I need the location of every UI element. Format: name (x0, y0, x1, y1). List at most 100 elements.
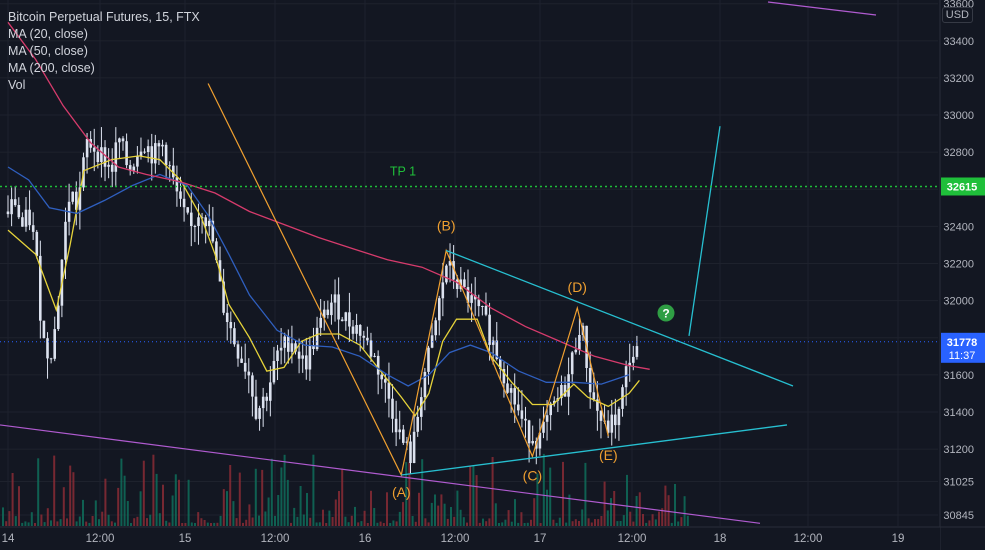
wave-label-e: (E) (599, 447, 618, 463)
candle-body (599, 410, 603, 421)
price-tick-label: 33600 (943, 0, 974, 11)
volume-bar (427, 522, 430, 526)
candle-body (211, 220, 215, 242)
candle-body (24, 209, 28, 227)
candle-body (499, 359, 502, 370)
volume-bar (677, 521, 680, 526)
volume-bar (216, 522, 219, 526)
volume-bar (635, 496, 638, 526)
candle-body (491, 340, 495, 345)
volume-bar (571, 521, 574, 526)
ma20-line (7, 155, 640, 417)
candle-body (560, 385, 563, 399)
volume-bar (680, 517, 683, 526)
candle-body (272, 361, 276, 383)
candle-body (387, 382, 391, 399)
candle-body (143, 151, 146, 153)
volume-bar (104, 478, 107, 526)
candle-body (344, 312, 348, 322)
candle-body (531, 441, 534, 444)
legend-ma50[interactable]: MA (50, close) (8, 44, 88, 58)
candle-body (21, 217, 24, 227)
volume-bar (338, 491, 340, 526)
symbol-title: Bitcoin Perpetual Futures, 15, FTX (8, 10, 200, 24)
volume-bar (398, 511, 401, 526)
candle-body (132, 166, 136, 171)
candle-body (301, 355, 304, 359)
candle-body (279, 347, 283, 351)
legend-ma20[interactable]: MA (20, close) (8, 27, 88, 41)
candle-body (118, 138, 121, 143)
candle-body (294, 343, 297, 352)
volume-bar (242, 522, 244, 526)
price-tick-label: 31200 (943, 444, 974, 456)
volume-bar (200, 518, 203, 526)
volume-bar (408, 462, 411, 526)
volume-bar (14, 516, 17, 526)
candle-body (614, 414, 617, 426)
time-tick-label: 18 (714, 533, 727, 545)
volume-bar (594, 519, 596, 526)
candle-body (588, 368, 592, 393)
volume-bar (331, 517, 334, 526)
volume-bar (482, 518, 484, 526)
candle-body (542, 421, 545, 433)
candle-body (103, 147, 107, 167)
volume-bar (606, 510, 609, 526)
time-tick-label: 12:00 (441, 533, 470, 545)
volume-bar (360, 521, 363, 526)
legend-ma200[interactable]: MA (200, close) (8, 61, 95, 75)
candle-body (348, 312, 351, 327)
currency-button[interactable]: USD (941, 7, 973, 23)
time-axis (0, 527, 940, 550)
legend-volume[interactable]: Vol (8, 78, 26, 92)
volume-bar (341, 468, 344, 526)
candle-body (6, 211, 10, 215)
candle-body (549, 403, 552, 416)
volume-bar (139, 491, 142, 526)
volume-bar (347, 522, 350, 526)
price-tick-label: 32200 (943, 259, 974, 271)
volume-bar (507, 510, 510, 526)
volume-bar (645, 522, 648, 526)
volume-bar (552, 519, 555, 526)
volume-bar (568, 494, 571, 526)
candle-body (258, 408, 261, 419)
candle-body (308, 345, 312, 370)
volume-bar (318, 522, 321, 526)
volume-bar (53, 455, 56, 526)
volume-bar (40, 514, 43, 526)
candle-body (182, 198, 186, 208)
volume-bar (309, 517, 312, 526)
volume-bar (328, 510, 331, 526)
volume-bar (72, 472, 75, 526)
candle-body (261, 396, 265, 409)
volume-bar (619, 521, 622, 526)
candle-body (322, 309, 326, 318)
candle-body (448, 261, 452, 266)
time-tick-label: 12:00 (86, 533, 115, 545)
volume-bar (37, 458, 40, 526)
candle-body (398, 429, 401, 433)
candle-body (333, 294, 337, 303)
volume-bar (24, 521, 27, 526)
candle-body (233, 328, 236, 345)
candle-body (567, 374, 570, 397)
price-tick-label: 33000 (943, 110, 974, 122)
volume-bar (91, 516, 94, 526)
volume-bar (126, 501, 129, 526)
triangle-lower-line (401, 424, 788, 476)
volume-bar (107, 514, 110, 526)
time-tick-label: 12:00 (261, 533, 290, 545)
volume-bar (590, 522, 593, 526)
volume-bar (174, 474, 177, 526)
candle-body (355, 325, 358, 334)
volume-bar (2, 507, 4, 526)
volume-bar (78, 516, 81, 526)
volume-bar (114, 522, 116, 526)
volume-bar (629, 511, 632, 526)
volume-bar (520, 512, 523, 526)
time-tick-label: 16 (359, 533, 372, 545)
volume-bar (523, 523, 526, 526)
